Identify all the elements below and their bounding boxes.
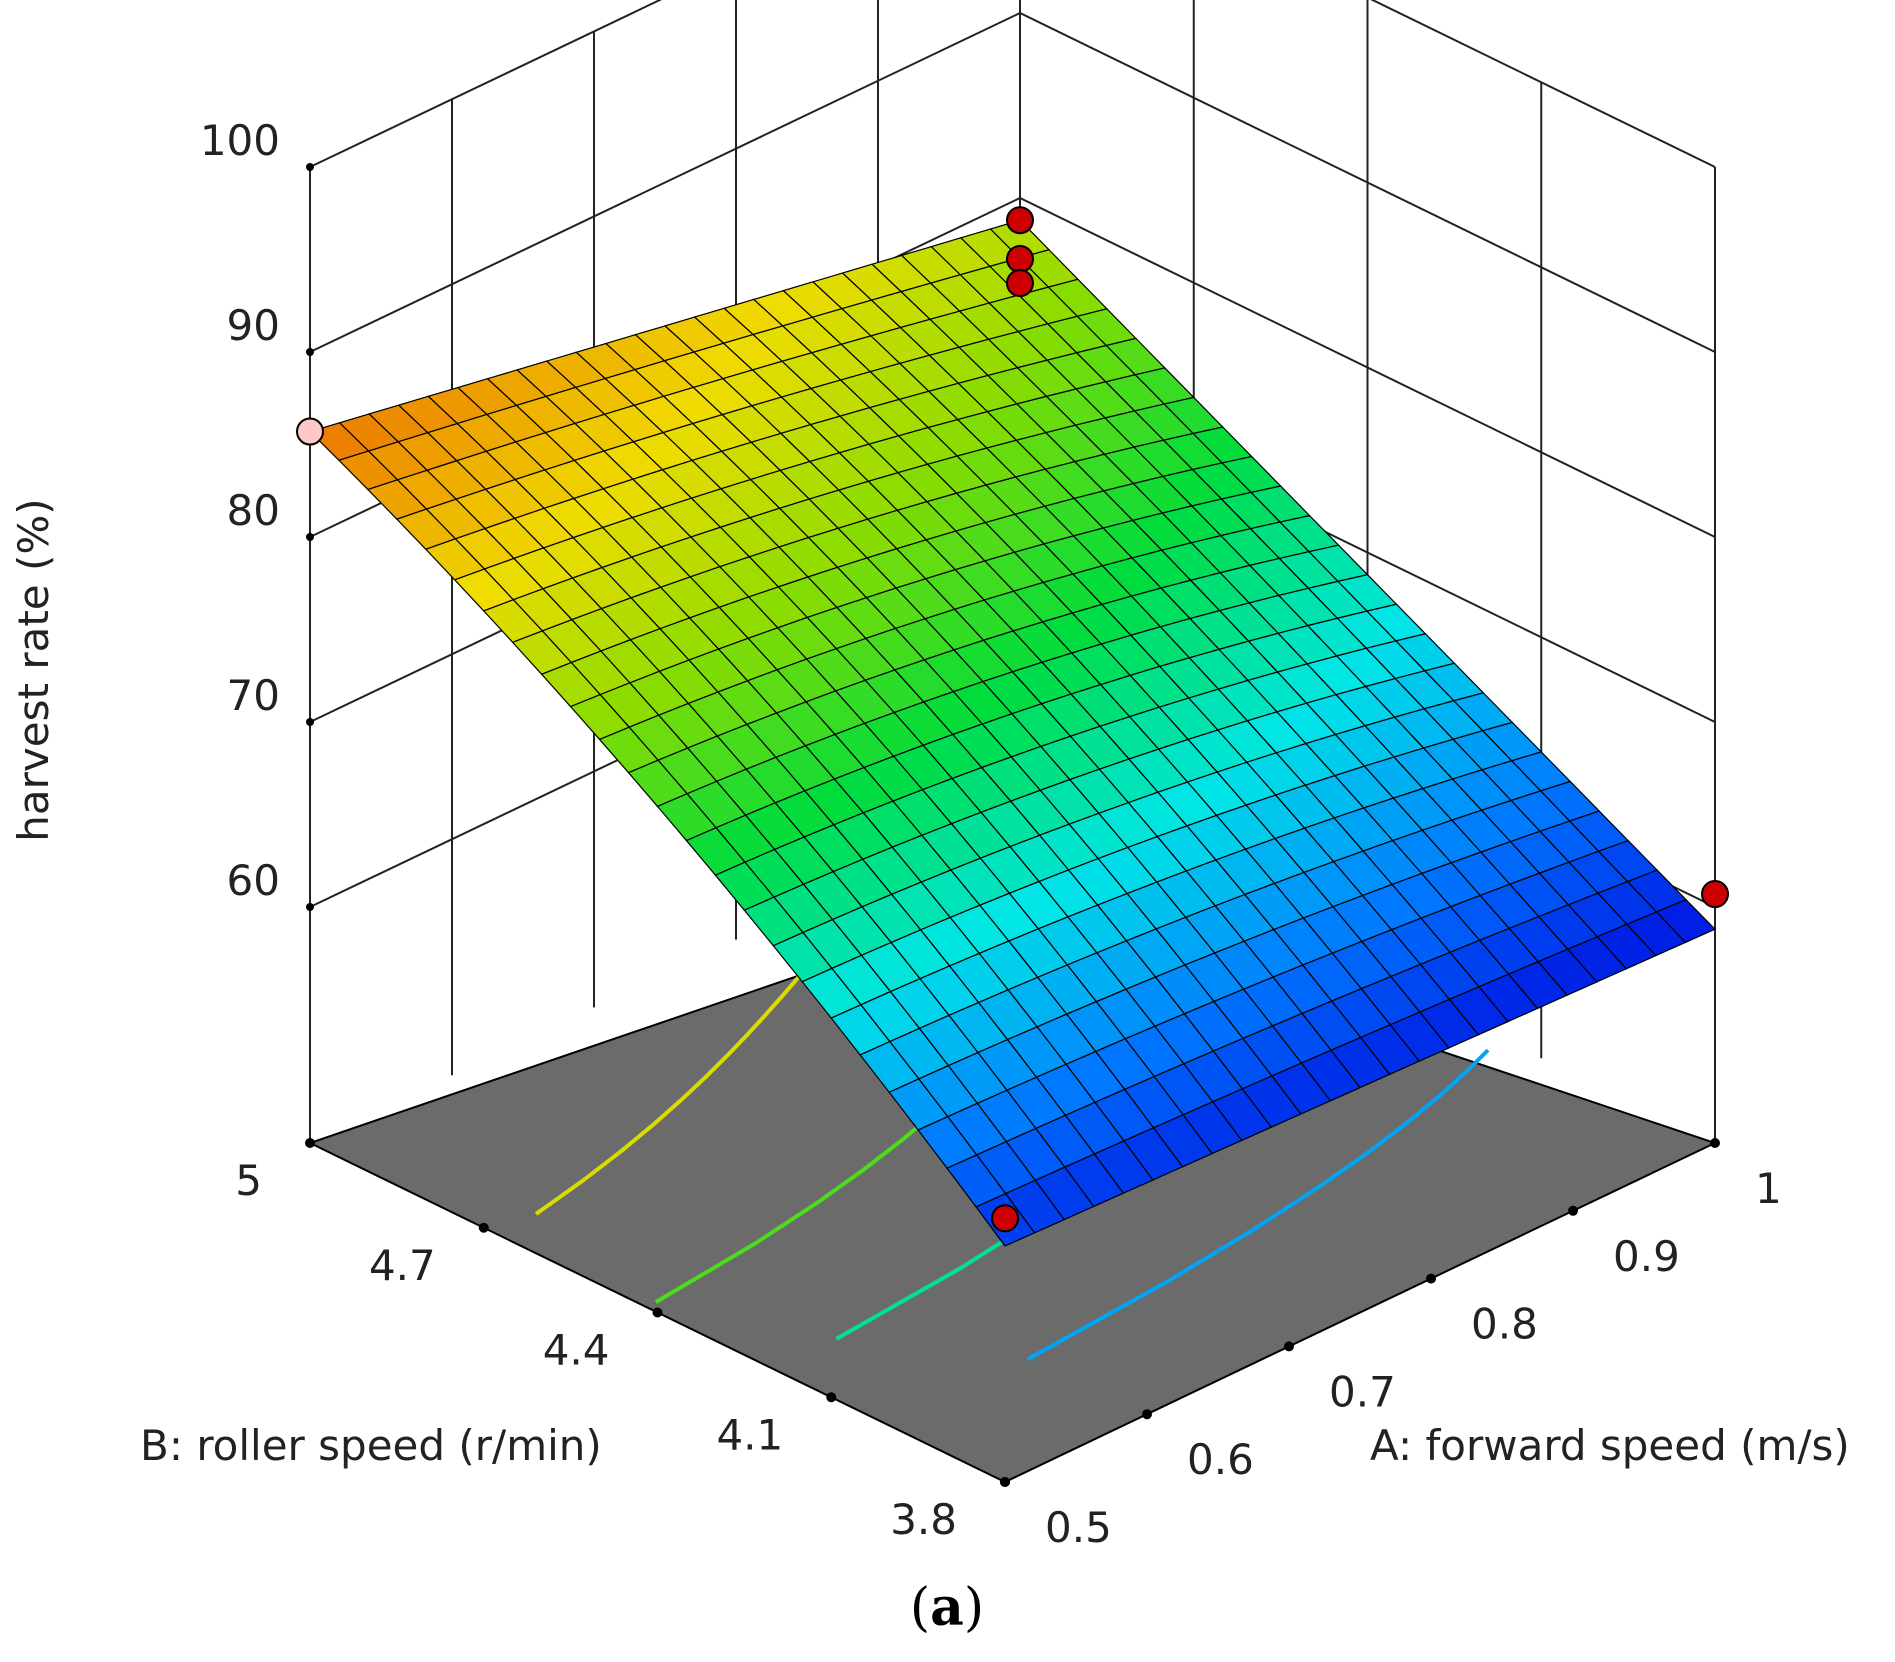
x-tick-label: 1 [1755, 1164, 1782, 1213]
x-tick-label: 0.5 [1045, 1503, 1112, 1552]
z-tick-label: 90 [227, 301, 280, 350]
x-tick-mark [1000, 1477, 1010, 1487]
z-axis-title: harvest rate (%) [9, 498, 58, 841]
x-axis-title: A: forward speed (m/s) [1370, 1421, 1850, 1470]
design-point [1006, 245, 1034, 274]
z-tick-label: 70 [227, 671, 280, 720]
design-point [296, 417, 324, 446]
z-tick-mark [306, 533, 314, 541]
design-point [1701, 880, 1729, 909]
z-tick-mark [306, 718, 314, 726]
y-tick-label: 4.7 [369, 1241, 436, 1290]
response-surface [308, 219, 1717, 1247]
x-tick-mark [1284, 1341, 1294, 1352]
y-tick-label: 3.8 [890, 1495, 957, 1544]
x-tick-mark [1710, 1138, 1720, 1148]
y-tick-label: 4.4 [543, 1326, 610, 1375]
design-point [1006, 269, 1034, 298]
x-tick-mark [1142, 1409, 1152, 1420]
z-tick-mark [306, 903, 314, 911]
wall-hline [309, 11, 1716, 353]
x-tick-label: 0.6 [1187, 1435, 1254, 1484]
z-tick-mark [306, 348, 314, 356]
y-tick-label: 4.1 [716, 1410, 783, 1459]
panel-label: (a) [910, 1577, 984, 1638]
wall-hline [309, 0, 1716, 168]
x-tick-label: 0.9 [1613, 1232, 1680, 1281]
z-tick-mark [306, 163, 314, 171]
z-tick-label: 60 [227, 856, 280, 905]
x-tick-mark [1426, 1273, 1436, 1284]
y-tick-label: 5 [235, 1156, 262, 1205]
z-tick-label: 100 [200, 116, 280, 165]
y-tick-mark [478, 1222, 489, 1233]
design-points [296, 206, 1729, 1233]
y-tick-mark [305, 1138, 315, 1148]
x-tick-label: 0.7 [1329, 1367, 1396, 1416]
z-tick-label: 80 [227, 486, 280, 535]
design-point [1006, 206, 1034, 235]
design-point [991, 1204, 1019, 1233]
tick-labels: 60 70 80 90 100 3.8 4.1 4.4 4.7 5 0.5 0.6 0.7 0.8 0.9 1 [200, 116, 1782, 1552]
y-tick-mark [652, 1307, 663, 1318]
y-axis-title: B: roller speed (r/min) [140, 1421, 602, 1470]
x-tick-label: 0.8 [1471, 1300, 1538, 1349]
x-tick-mark [1568, 1205, 1578, 1216]
y-tick-mark [826, 1392, 837, 1403]
contour-line [1026, 1048, 1490, 1362]
